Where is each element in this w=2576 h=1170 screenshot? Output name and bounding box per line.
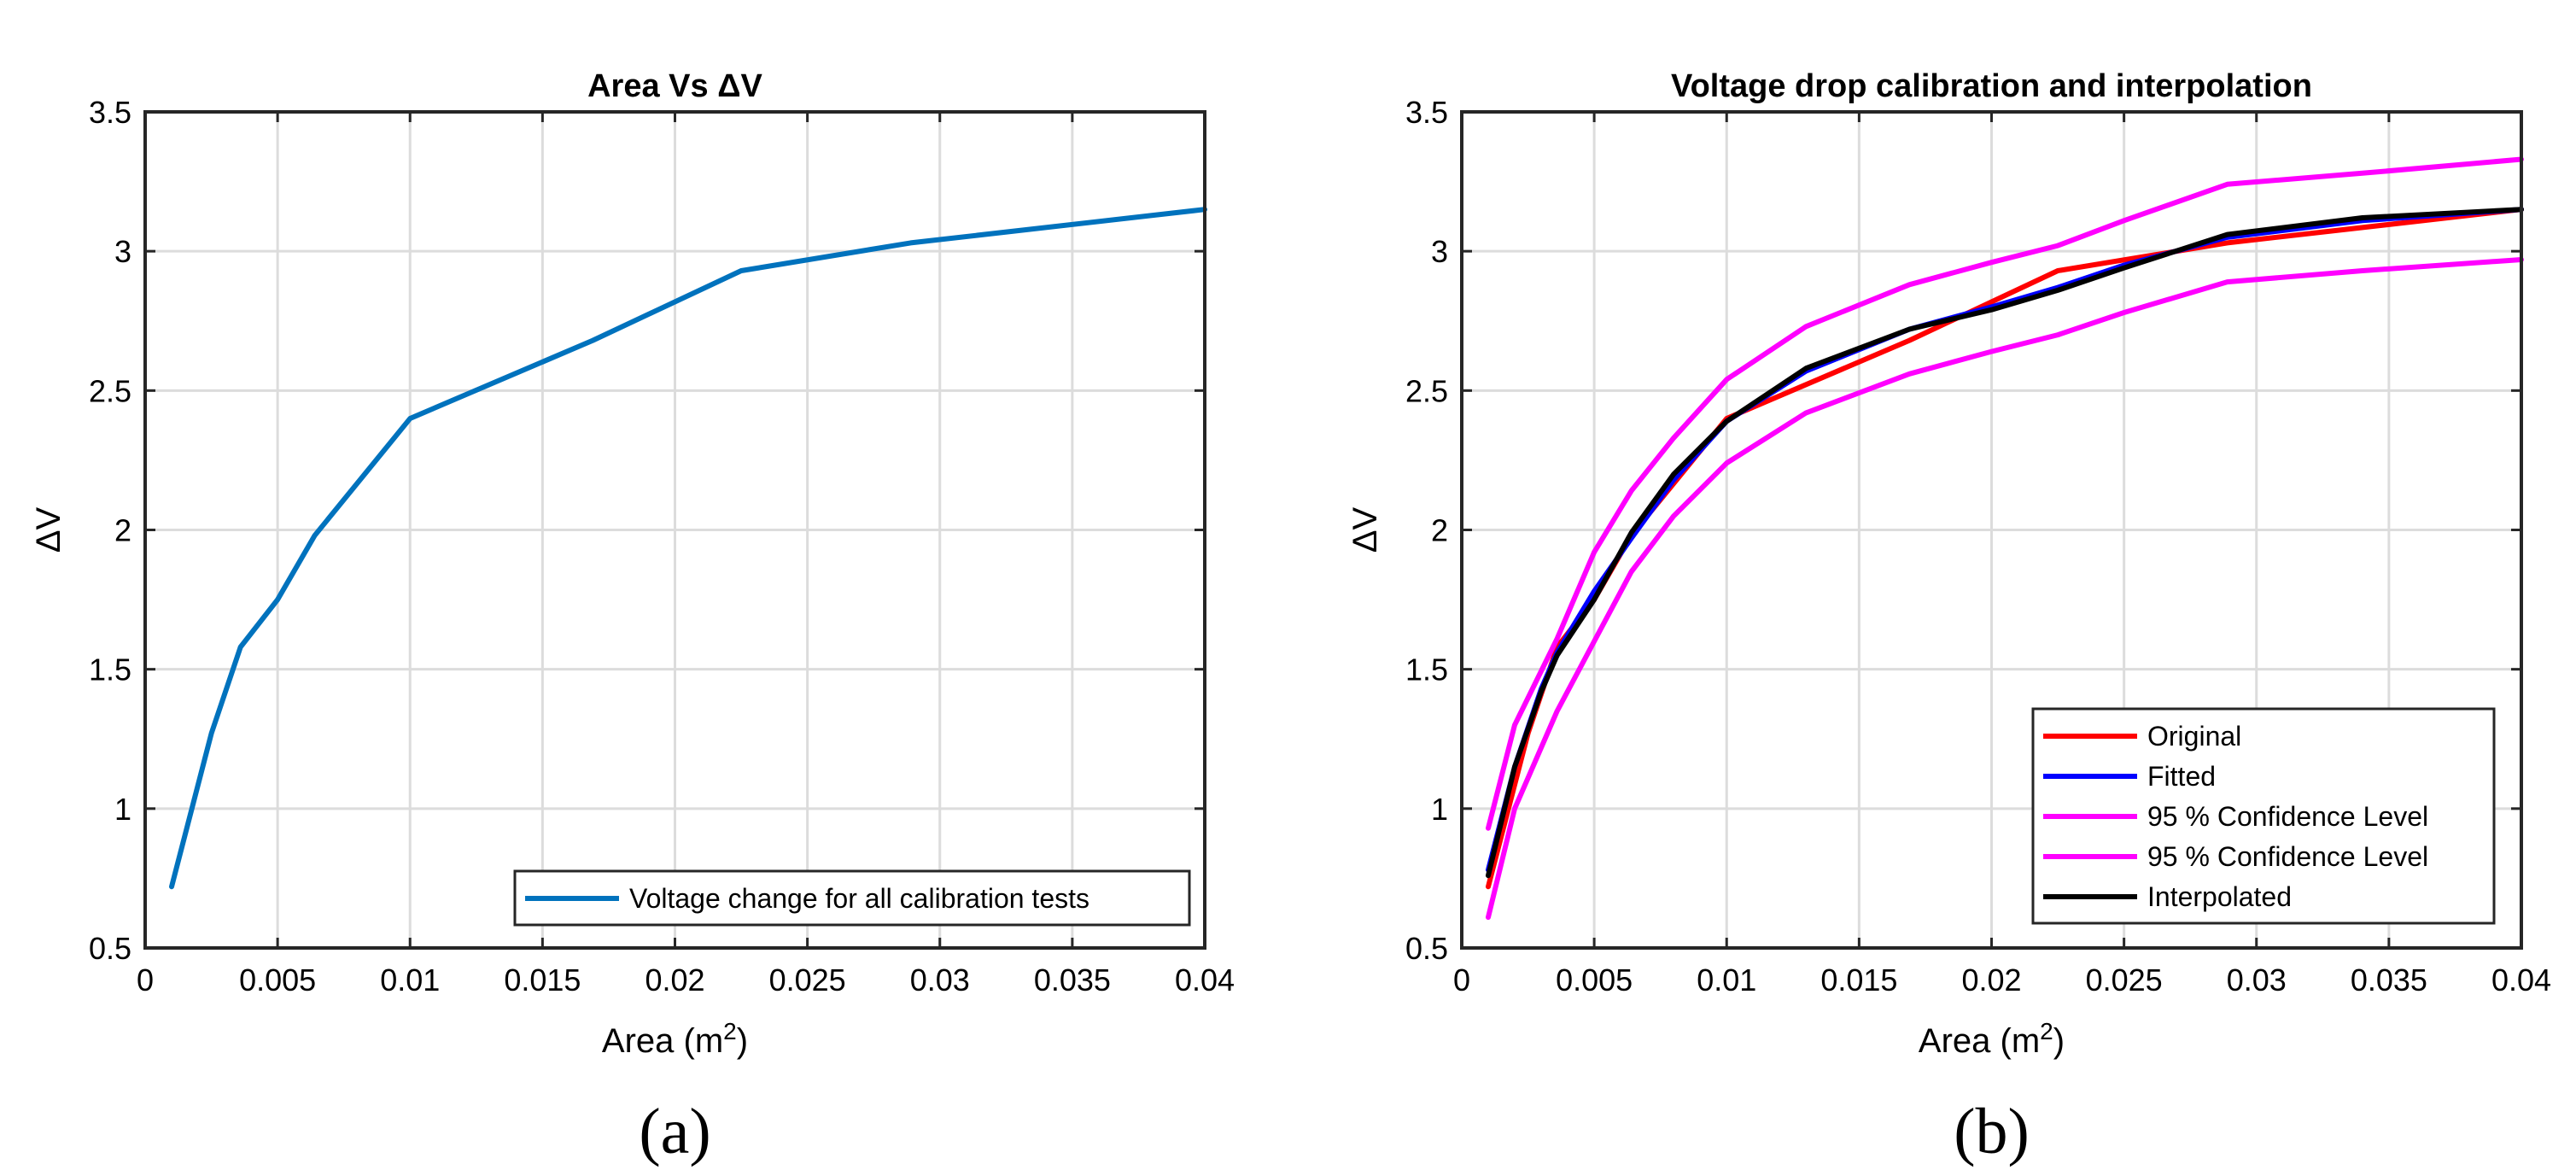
series-line-1	[169, 207, 1207, 890]
legend: Original Fitted 95 % Confidence Level 95 % …	[2031, 707, 2496, 925]
y-tick-label: 0.5	[89, 931, 131, 966]
x-tick-label: 0.03	[910, 962, 970, 997]
x-tick-label: 0.04	[2491, 962, 2551, 997]
chart-title: Area Vs ΔV	[587, 68, 762, 104]
y-tick-label: 3	[114, 234, 131, 269]
x-tick-label: 0.015	[504, 962, 581, 997]
x-axis-label-close: )	[737, 1022, 748, 1060]
x-tick-label: 0.02	[1961, 962, 2021, 997]
x-axis-label: Area (m2)	[602, 1018, 748, 1061]
x-tick-label: 0.01	[380, 962, 440, 997]
x-tick-label: 0.005	[1556, 962, 1633, 997]
x-tick-label: 0.005	[239, 962, 316, 997]
y-tick-label: 1.5	[89, 652, 131, 687]
legend-label-5: Interpolated	[2147, 881, 2292, 912]
x-tick-label: 0.04	[1175, 962, 1235, 997]
legend: Voltage change for all calibration tests	[513, 869, 1191, 927]
x-tick-label: 0.035	[2351, 962, 2427, 997]
grid-lines	[145, 112, 1205, 948]
x-tick-label: 0	[137, 962, 154, 997]
y-tick-label: 3.5	[89, 95, 131, 130]
legend-label-3: 95 % Confidence Level	[2147, 801, 2428, 832]
y-tick-label: 1.5	[1405, 652, 1448, 687]
y-tick-label: 2	[114, 513, 131, 548]
x-tick-label: 0.01	[1697, 962, 1756, 997]
x-axis-label-superscript: 2	[2040, 1018, 2053, 1044]
series-lines	[169, 207, 1207, 890]
x-axis-label-close: )	[2053, 1022, 2065, 1060]
x-tick-label: 0.03	[2227, 962, 2287, 997]
x-axis-label: Area (m2)	[1919, 1018, 2065, 1061]
y-tick-label: 1	[1431, 792, 1448, 827]
y-tick-label: 0.5	[1405, 931, 1448, 966]
y-axis-label: ΔV	[30, 506, 67, 553]
y-axis-label: ΔV	[1346, 506, 1384, 553]
x-axis-label-superscript: 2	[723, 1018, 737, 1044]
x-tick-label: 0.02	[645, 962, 704, 997]
chart-panel-a: 0 0.005 0.01 0.015 0.02 0.025 0.03 0.035 0.04 0.5…	[30, 68, 1235, 1167]
axis-ticks: 0 0.005 0.01 0.015 0.02 0.025 0.03 0.035 0.04 0.5…	[1405, 95, 2551, 997]
y-tick-label: 3.5	[1405, 95, 1448, 130]
y-tick-label: 2.5	[89, 373, 131, 408]
legend-label-1: Original	[2147, 721, 2241, 752]
series-line-4	[1486, 257, 2524, 921]
chart-title: Voltage drop calibration and interpolati…	[1671, 68, 2312, 104]
x-axis-label-text: Area (m	[1919, 1022, 2040, 1060]
x-tick-label: 0.025	[769, 962, 846, 997]
legend-label-4: 95 % Confidence Level	[2147, 841, 2428, 872]
legend-box	[513, 869, 1191, 927]
legend-label-2: Fitted	[2147, 761, 2216, 792]
y-tick-label: 3	[1431, 234, 1448, 269]
panel-caption: (b)	[1954, 1096, 2030, 1167]
legend-label-1: Voltage change for all calibration tests	[629, 883, 1089, 914]
x-tick-label: 0.035	[1034, 962, 1111, 997]
series-line-3	[1486, 156, 2524, 831]
x-tick-label: 0	[1453, 962, 1470, 997]
series-lines	[1486, 156, 2524, 921]
x-axis-label-text: Area (m	[602, 1022, 723, 1060]
x-tick-label: 0.025	[2086, 962, 2163, 997]
axis-ticks: 0 0.005 0.01 0.015 0.02 0.025 0.03 0.035 0.04 0.5…	[89, 95, 1235, 997]
y-tick-label: 2	[1431, 513, 1448, 548]
series-line-5	[1486, 207, 2524, 879]
y-tick-label: 1	[114, 792, 131, 827]
chart-panel-b: 0 0.005 0.01 0.015 0.02 0.025 0.03 0.035 0.04 0.5…	[1346, 68, 2551, 1167]
y-tick-label: 2.5	[1405, 373, 1448, 408]
x-tick-label: 0.015	[1820, 962, 1897, 997]
panel-caption: (a)	[639, 1096, 710, 1167]
